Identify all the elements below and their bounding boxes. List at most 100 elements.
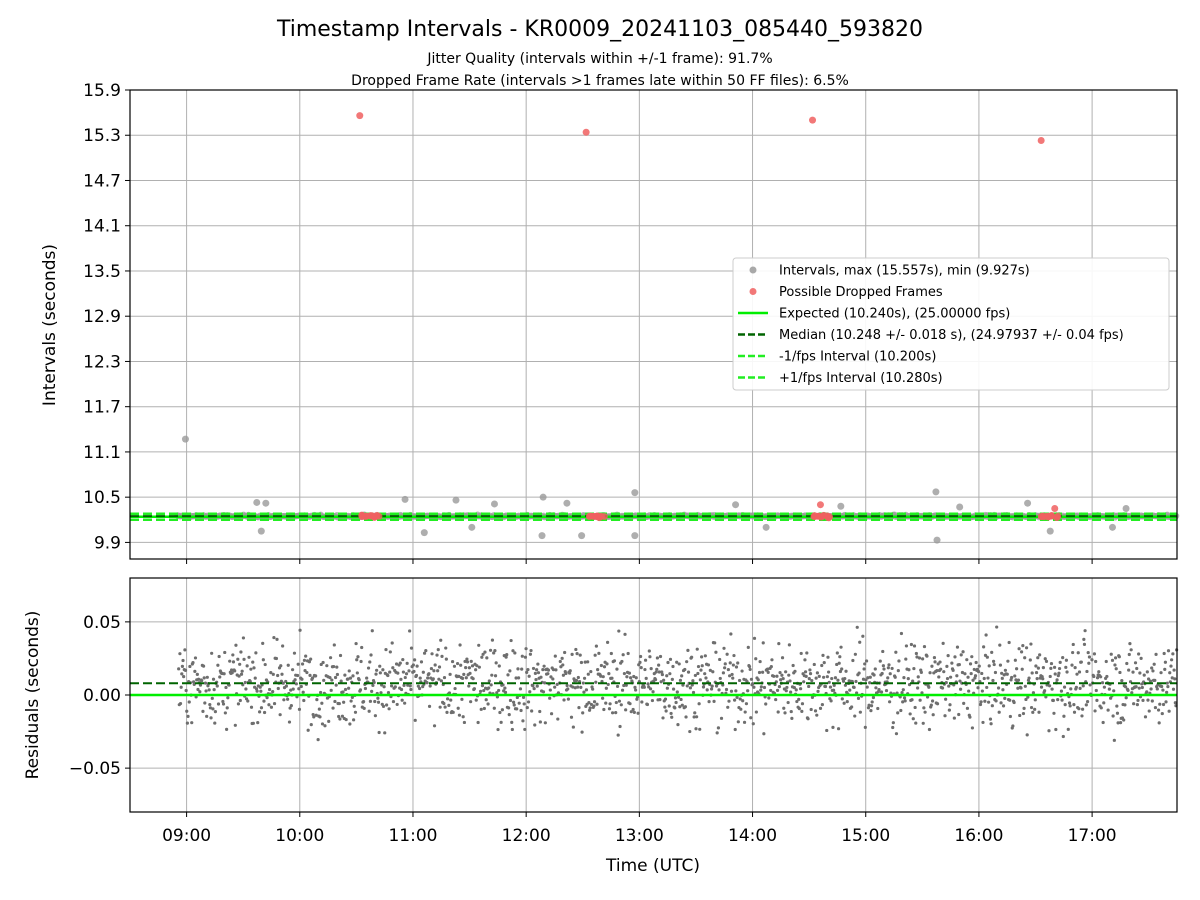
residual-point — [714, 684, 719, 688]
residual-point — [1033, 707, 1037, 711]
residual-point — [426, 676, 430, 680]
residual-point — [740, 669, 744, 673]
residual-point — [991, 678, 995, 683]
residual-point — [607, 707, 612, 711]
residual-point — [390, 641, 394, 645]
residual-point — [381, 668, 385, 672]
residual-point — [960, 670, 965, 675]
residual-point — [668, 657, 673, 661]
interval-point — [762, 523, 770, 531]
residual-point — [756, 678, 760, 682]
residual-point — [517, 701, 521, 705]
residual-point — [522, 702, 526, 706]
residual-point — [528, 652, 533, 656]
residual-point — [1095, 698, 1099, 702]
residual-point — [588, 706, 592, 710]
residual-point — [663, 705, 667, 709]
residual-point — [281, 644, 285, 648]
residual-point — [876, 706, 880, 711]
residual-point — [458, 643, 462, 647]
residual-point — [328, 675, 332, 680]
residual-point — [886, 676, 890, 680]
residual-point — [286, 697, 290, 701]
residual-point — [576, 685, 580, 689]
residual-point — [804, 674, 808, 678]
residual-point — [1073, 666, 1077, 670]
residual-point — [814, 676, 818, 680]
chart-title: Timestamp Intervals - KR0009_20241103_08… — [276, 17, 923, 42]
residual-point — [879, 690, 884, 694]
residual-point — [628, 702, 632, 706]
residual-point — [341, 690, 345, 694]
residual-point — [515, 707, 519, 711]
residual-point — [1135, 666, 1139, 671]
residual-point — [520, 654, 524, 658]
residual-point — [874, 686, 878, 690]
residual-point — [872, 673, 876, 677]
residual-point — [610, 711, 615, 715]
residual-point — [866, 706, 871, 710]
residual-point — [620, 688, 625, 692]
residual-point — [594, 644, 598, 648]
residual-point — [665, 674, 669, 678]
residual-point — [520, 667, 524, 671]
residual-point — [592, 700, 597, 704]
residual-point — [290, 668, 295, 672]
residual-point — [332, 664, 336, 669]
residual-point — [1123, 703, 1127, 707]
residual-point — [565, 683, 569, 688]
residual-point — [210, 651, 214, 655]
residual-point — [196, 687, 200, 692]
residual-point — [1019, 650, 1024, 654]
residual-point — [1000, 676, 1004, 680]
residual-point — [553, 654, 557, 658]
residual-point — [240, 669, 244, 673]
residual-point — [421, 685, 425, 689]
residual-point — [316, 738, 320, 742]
residual-point — [396, 671, 400, 675]
residual-point — [409, 646, 414, 650]
residual-point — [335, 672, 340, 677]
residual-point — [185, 709, 189, 713]
residual-point — [297, 687, 301, 691]
residual-point — [1015, 667, 1019, 671]
residual-point — [356, 655, 360, 659]
residual-point — [696, 671, 700, 676]
residual-point — [891, 725, 895, 730]
residual-point — [399, 687, 404, 692]
residual-point — [965, 706, 970, 710]
residual-point — [300, 677, 304, 681]
residual-point — [198, 683, 203, 687]
residual-point — [1074, 685, 1078, 689]
residual-point — [1143, 715, 1148, 719]
residual-point — [359, 659, 363, 664]
residual-point — [751, 682, 755, 686]
residual-point — [723, 662, 727, 666]
interval-point — [468, 523, 476, 531]
residual-point — [301, 690, 305, 694]
residual-point — [312, 715, 316, 719]
residual-point — [615, 667, 619, 671]
residual-point — [900, 691, 904, 695]
residual-point — [185, 721, 189, 725]
residual-point — [546, 672, 550, 676]
residual-point — [842, 701, 846, 705]
residual-point — [286, 663, 290, 667]
residual-point — [184, 688, 188, 693]
residual-point — [262, 710, 267, 715]
residual-point — [815, 713, 819, 717]
residual-point — [309, 657, 313, 661]
residual-point — [1137, 686, 1141, 690]
residual-point — [556, 717, 560, 721]
residual-point — [334, 683, 338, 687]
residual-point — [618, 724, 622, 729]
residual-point — [780, 673, 784, 677]
residual-point — [343, 673, 347, 677]
residual-point — [183, 668, 188, 672]
residual-point — [854, 679, 858, 684]
residual-point — [799, 651, 803, 656]
residual-point — [1083, 629, 1087, 633]
residual-point — [868, 681, 872, 685]
residual-point — [538, 720, 542, 724]
residual-point — [762, 732, 766, 736]
